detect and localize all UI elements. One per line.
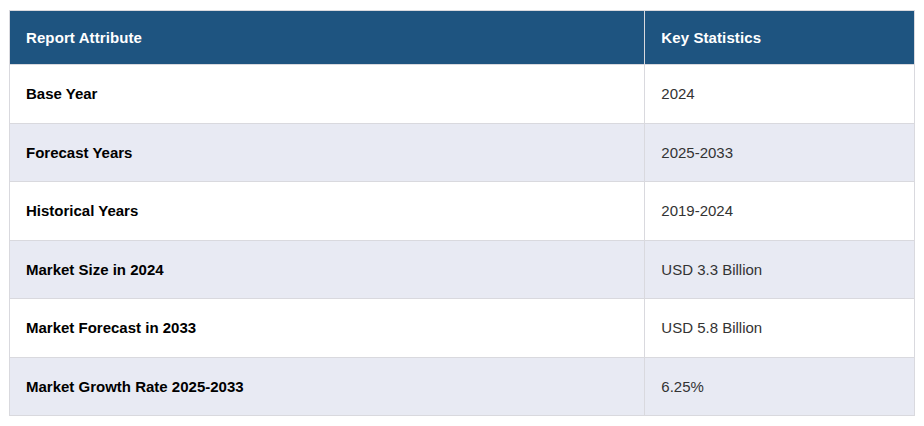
value-cell-historical-years: 2019-2024 (645, 182, 915, 241)
attribute-cell-market-forecast: Market Forecast in 2033 (10, 299, 645, 358)
attribute-cell-forecast-years: Forecast Years (10, 123, 645, 182)
attribute-cell-historical-years: Historical Years (10, 182, 645, 241)
table-row: Forecast Years 2025-2033 (10, 123, 915, 182)
value-cell-forecast-years: 2025-2033 (645, 123, 915, 182)
attribute-cell-base-year: Base Year (10, 65, 645, 124)
value-cell-market-size: USD 3.3 Billion (645, 240, 915, 299)
table-row: Base Year 2024 (10, 65, 915, 124)
table-row: Historical Years 2019-2024 (10, 182, 915, 241)
attribute-cell-market-size: Market Size in 2024 (10, 240, 645, 299)
attribute-cell-growth-rate: Market Growth Rate 2025-2033 (10, 357, 645, 416)
column-header-report-attribute: Report Attribute (10, 11, 645, 65)
column-header-key-statistics: Key Statistics (645, 11, 915, 65)
page: Report Attribute Key Statistics Base Yea… (0, 0, 924, 426)
header-row: Report Attribute Key Statistics (10, 11, 915, 65)
table-row: Market Size in 2024 USD 3.3 Billion (10, 240, 915, 299)
table-row: Market Growth Rate 2025-2033 6.25% (10, 357, 915, 416)
table-row: Market Forecast in 2033 USD 5.8 Billion (10, 299, 915, 358)
report-attributes-table: Report Attribute Key Statistics Base Yea… (9, 10, 915, 416)
value-cell-base-year: 2024 (645, 65, 915, 124)
value-cell-market-forecast: USD 5.8 Billion (645, 299, 915, 358)
value-cell-growth-rate: 6.25% (645, 357, 915, 416)
